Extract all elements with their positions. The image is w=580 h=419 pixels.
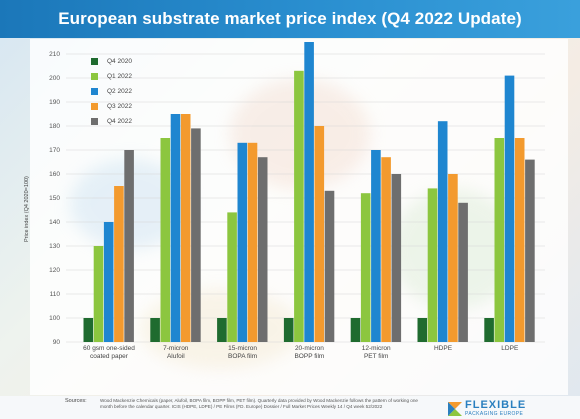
legend-label: Q1 2022 — [107, 73, 132, 80]
bar — [124, 150, 134, 342]
y-tick-label: 130 — [49, 243, 60, 250]
y-tick-label: 170 — [49, 147, 60, 154]
legend-swatch — [91, 58, 98, 65]
x-tick-label: HDPE — [434, 345, 453, 352]
y-tick-label: 90 — [53, 339, 61, 346]
legend-swatch — [91, 103, 98, 110]
legend: Q4 2020 Q1 2022 Q2 2022 Q3 2022 Q4 2022 — [91, 54, 151, 129]
legend-label: Q3 2022 — [107, 103, 132, 110]
bars — [83, 42, 535, 343]
bar — [93, 246, 104, 342]
y-tick-label: 150 — [49, 195, 60, 202]
bar — [371, 150, 381, 342]
bar — [191, 128, 201, 342]
x-tick-label: PET film — [364, 353, 388, 360]
legend-label: Q4 2022 — [107, 118, 132, 125]
bar — [217, 318, 227, 342]
y-tick-label: 160 — [49, 171, 60, 178]
legend-label: Q4 2020 — [107, 58, 132, 65]
bar — [114, 186, 124, 342]
bar — [381, 157, 391, 342]
x-tick-label: LDPE — [501, 345, 519, 352]
legend-item: Q2 2022 — [91, 84, 151, 99]
x-tick-label: Alufoil — [167, 353, 185, 360]
bar — [103, 222, 114, 342]
logo-mark-icon — [448, 402, 462, 416]
bar — [304, 42, 314, 342]
bar — [160, 138, 171, 342]
footer — [0, 396, 580, 419]
legend-label: Q2 2022 — [107, 88, 132, 95]
y-tick-label: 180 — [49, 123, 60, 130]
bar — [257, 157, 268, 342]
y-tick-label: 100 — [49, 315, 60, 322]
legend-item: Q3 2022 — [91, 99, 151, 114]
sources-text: Wood Mackenzie Chemicals (paper, Alufoil… — [100, 398, 418, 409]
bar — [237, 142, 248, 342]
bar — [314, 126, 325, 342]
x-tick-label: 7-micron — [163, 345, 189, 352]
bar — [437, 121, 448, 342]
bar — [170, 114, 181, 342]
bar — [227, 212, 237, 342]
bar — [484, 318, 494, 342]
sources-label: Sources: — [65, 398, 87, 404]
bar — [247, 142, 258, 342]
chart-title: European substrate market price index (Q… — [58, 9, 522, 28]
legend-swatch — [91, 88, 98, 95]
y-tick-label: 120 — [49, 267, 60, 274]
bar — [324, 190, 335, 342]
bar — [283, 318, 294, 342]
x-tick-label: 60 gsm one-sided — [83, 345, 135, 352]
x-tick-label: 15-micron — [228, 345, 257, 352]
y-tick-label: 210 — [49, 51, 60, 58]
x-tick-label: 20-micron — [295, 345, 324, 352]
title-banner: European substrate market price index (Q… — [0, 0, 580, 38]
x-tick-label: BOPA film — [228, 353, 257, 360]
bar — [294, 70, 304, 343]
bar — [350, 318, 361, 342]
x-tick-label: 12-micron — [362, 345, 391, 352]
flexible-packaging-logo: FLEXIBLE PACKAGING EUROPE — [447, 399, 547, 419]
y-tick-label: 110 — [50, 291, 61, 298]
bar — [494, 138, 505, 342]
x-tick-label: BOPP film — [294, 353, 324, 360]
bar — [448, 174, 458, 342]
y-tick-label: 140 — [49, 219, 60, 226]
y-tick-label: 190 — [49, 99, 60, 106]
bar — [514, 138, 525, 342]
x-tick-label: coated paper — [90, 353, 129, 360]
bar — [360, 193, 371, 342]
logo-subtext: PACKAGING EUROPE — [465, 411, 524, 417]
legend-item: Q4 2022 — [91, 114, 151, 129]
bar — [458, 202, 468, 342]
y-axis-label: Price index (Q4 2020=100) — [24, 176, 30, 242]
bar — [504, 75, 515, 342]
legend-item: Q1 2022 — [91, 69, 151, 84]
bar — [83, 318, 94, 342]
bar — [525, 159, 535, 342]
bar — [391, 174, 402, 342]
y-tick-labels: 90 100 110 120 130 140 150 160 170 180 190 200 210 — [49, 51, 60, 346]
logo-word: FLEXIBLE — [465, 399, 527, 411]
legend-item: Q4 2020 — [91, 54, 151, 69]
y-tick-label: 200 — [49, 75, 60, 82]
legend-swatch — [91, 118, 98, 125]
bar — [417, 318, 428, 342]
bar — [180, 114, 191, 342]
bar — [427, 188, 438, 342]
bar — [150, 318, 160, 342]
legend-swatch — [91, 73, 98, 80]
